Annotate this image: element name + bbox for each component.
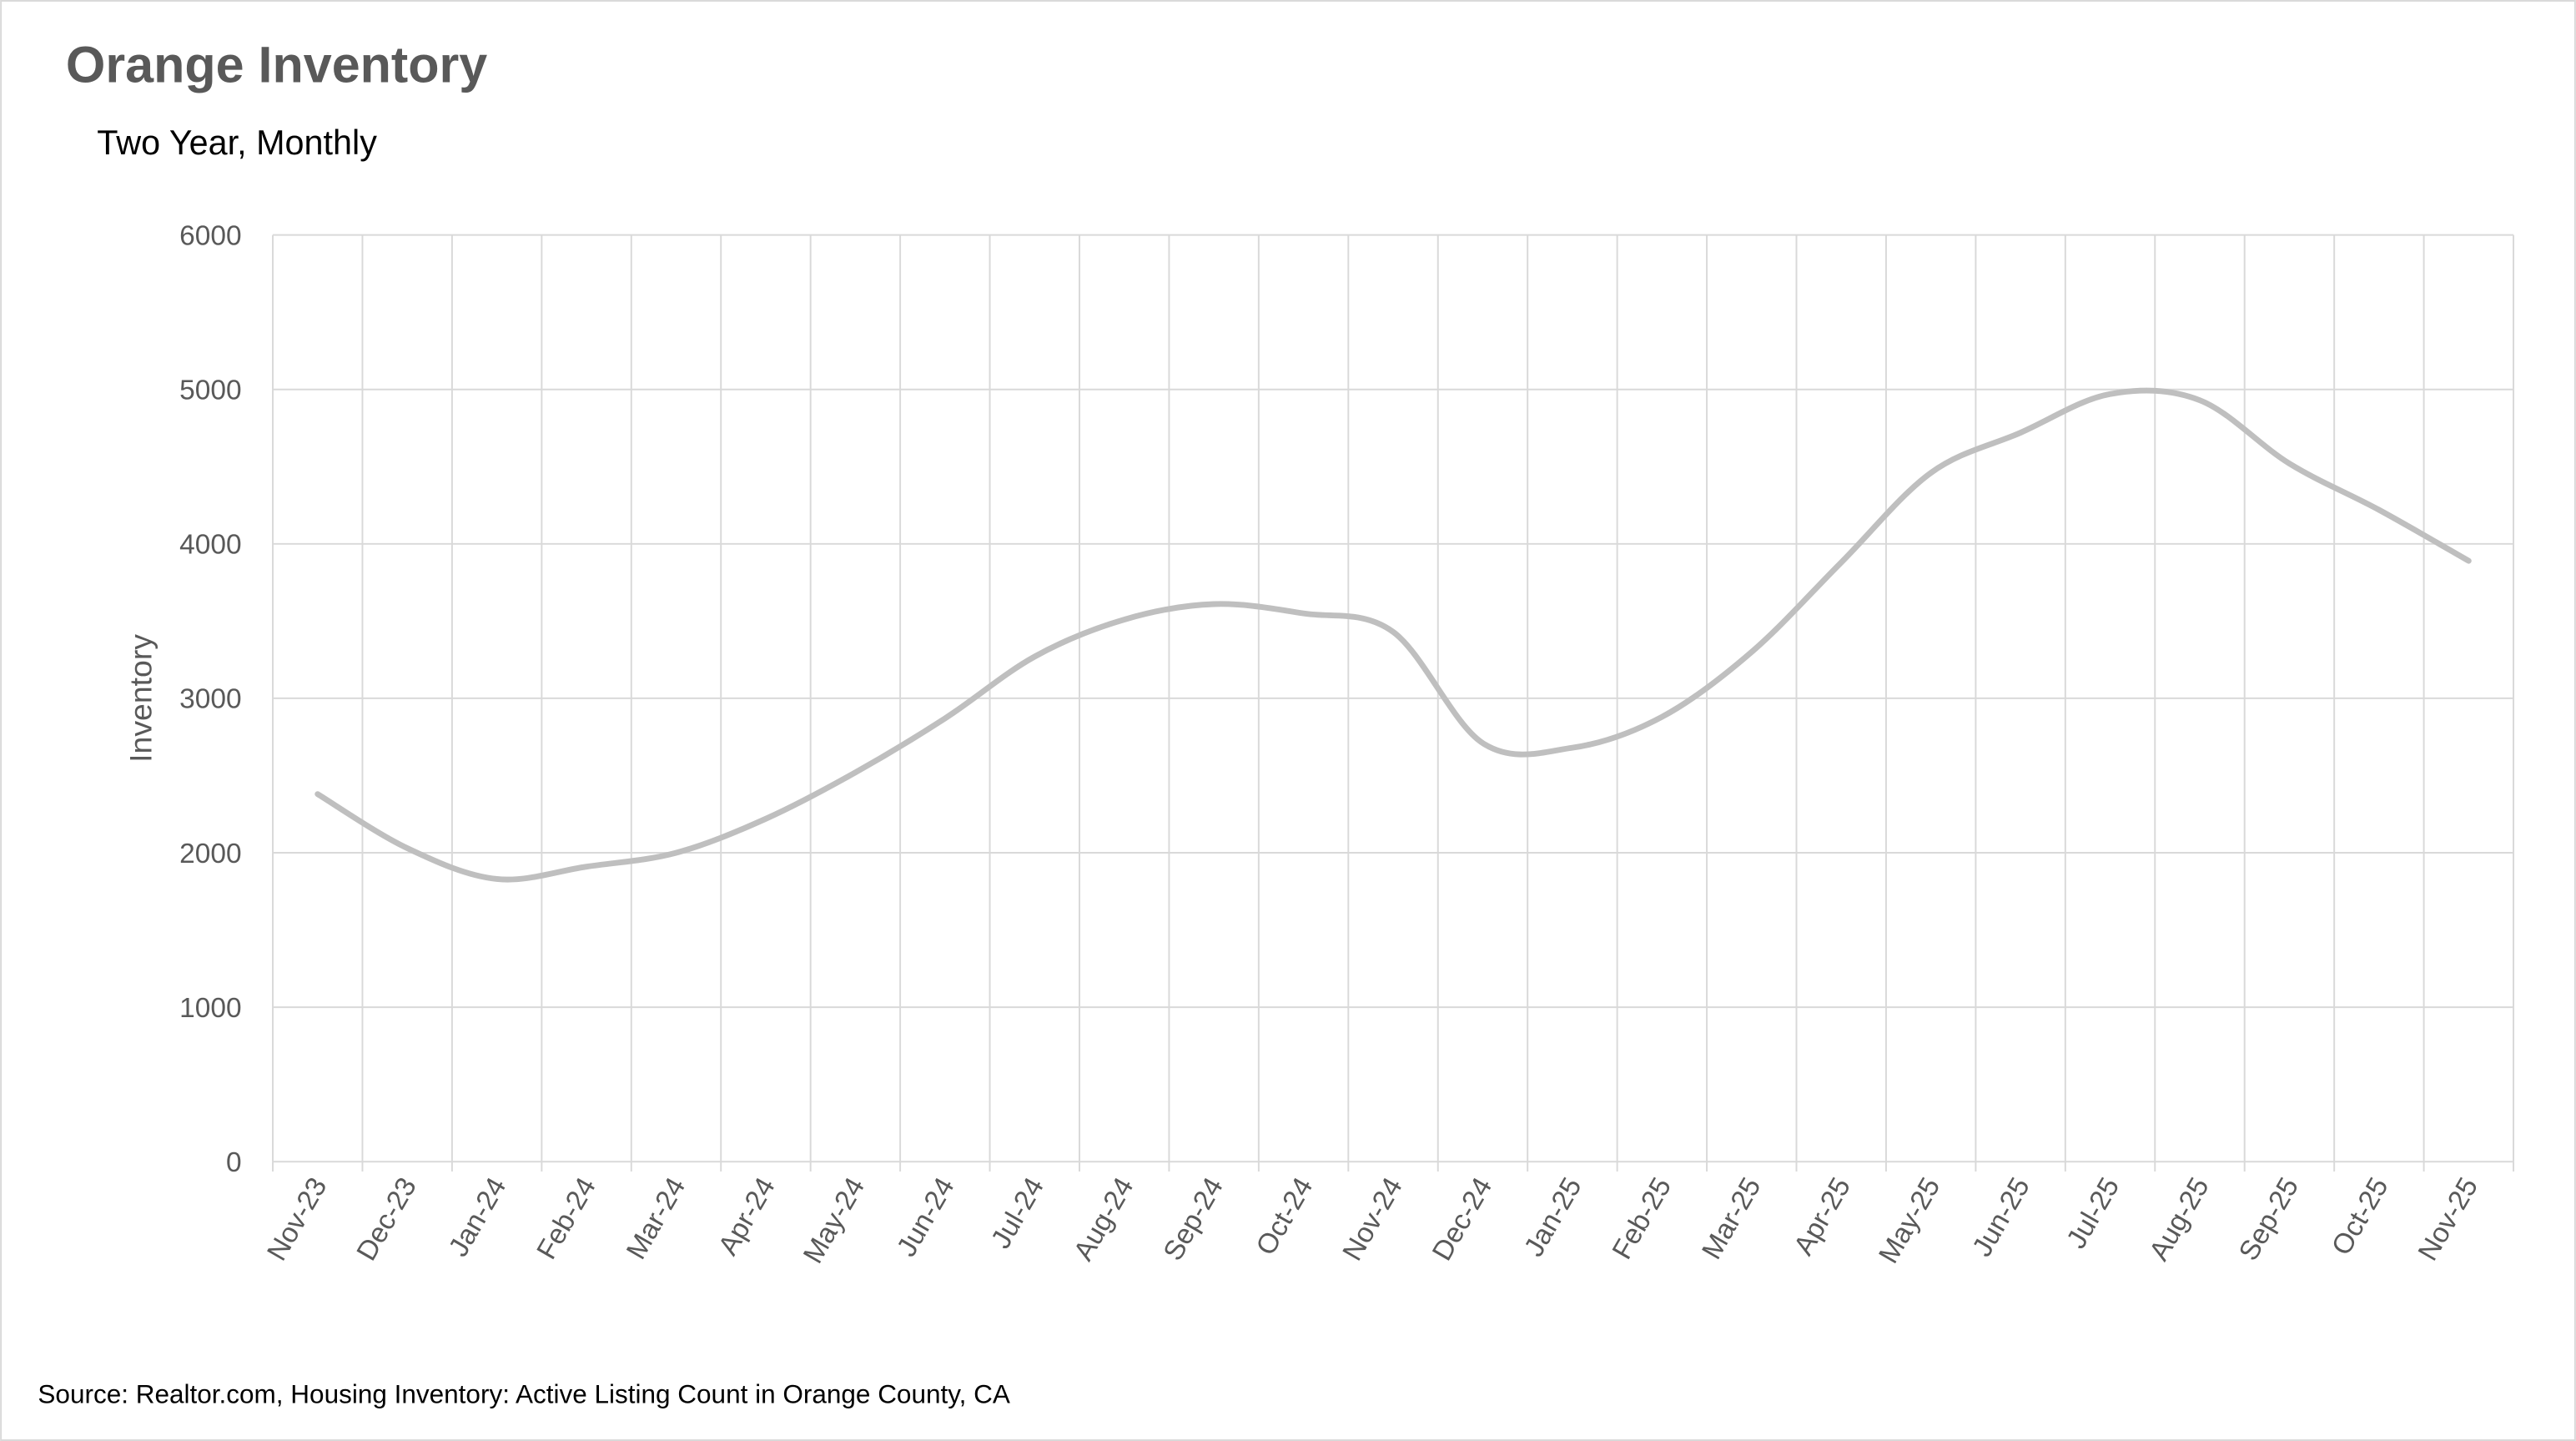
- y-tick-label: 5000: [179, 375, 241, 406]
- y-tick-label: 3000: [179, 684, 241, 715]
- y-axis-label: Inventory: [123, 634, 158, 763]
- source-note: Source: Realtor.com, Housing Inventory: …: [38, 1379, 1010, 1409]
- y-tick-label: 2000: [179, 839, 241, 869]
- chart-title: Orange Inventory: [66, 36, 487, 93]
- chart-subtitle: Two Year, Monthly: [97, 123, 377, 162]
- y-tick-label: 1000: [179, 993, 241, 1024]
- y-tick-label: 4000: [179, 530, 241, 561]
- y-tick-label: 0: [226, 1147, 242, 1178]
- data-line: [314, 387, 2472, 883]
- y-tick-label: 6000: [179, 220, 241, 251]
